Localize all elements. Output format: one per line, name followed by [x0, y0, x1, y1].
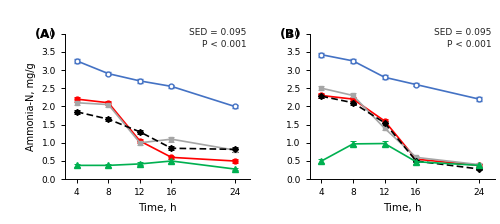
- Text: (B): (B): [280, 28, 301, 41]
- Y-axis label: Ammonia-N, mg/g: Ammonia-N, mg/g: [26, 62, 36, 151]
- X-axis label: Time, h: Time, h: [383, 203, 422, 213]
- X-axis label: Time, h: Time, h: [138, 203, 177, 213]
- Text: (A): (A): [36, 28, 56, 41]
- Text: SED = 0.095
P < 0.001: SED = 0.095 P < 0.001: [190, 28, 246, 49]
- Text: SED = 0.095
P < 0.001: SED = 0.095 P < 0.001: [434, 28, 492, 49]
